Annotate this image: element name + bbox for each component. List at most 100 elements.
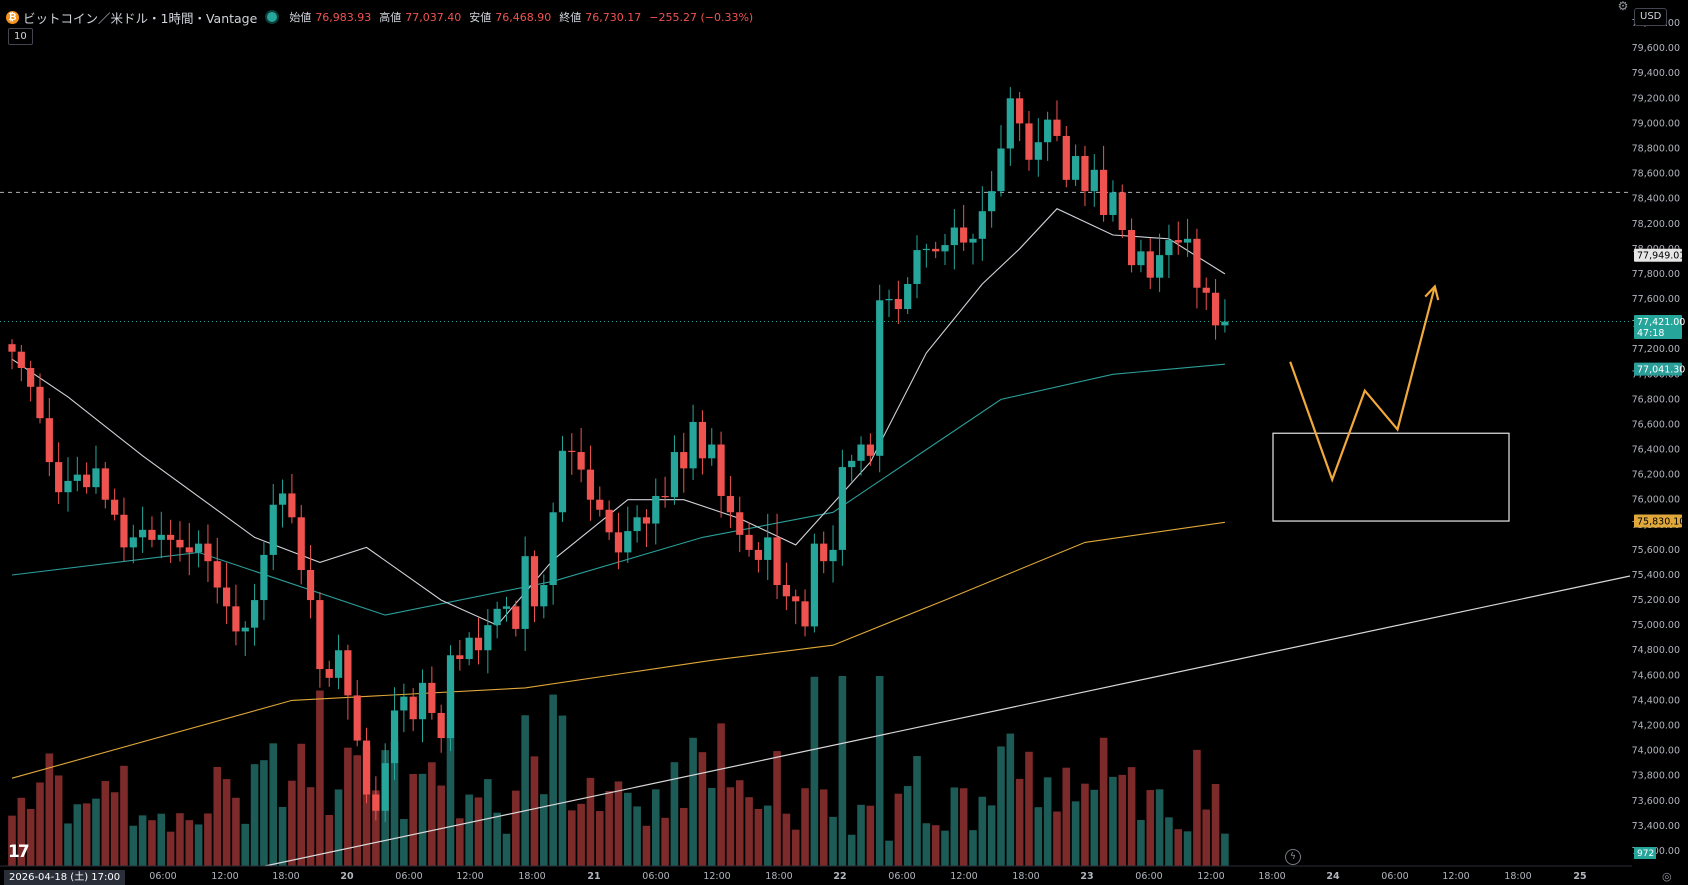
volume-bar (866, 805, 875, 866)
volume-bar (241, 823, 250, 866)
y-tick-label: 79,000.00 (1632, 118, 1680, 129)
volume-bar (586, 777, 595, 866)
volume-bar (540, 794, 548, 866)
x-tick-label: 22 (833, 871, 846, 882)
candle (213, 537, 221, 604)
x-tick-label: 06:00 (149, 871, 176, 882)
y-tick-label: 74,400.00 (1632, 695, 1680, 706)
candle (1053, 100, 1061, 142)
volume-bar (549, 694, 557, 866)
candle (1183, 218, 1192, 257)
forecast-arrowhead (1424, 284, 1440, 301)
volume-bar (36, 782, 44, 866)
volume-bar (73, 804, 82, 866)
volume-bar (8, 815, 16, 866)
candle (838, 449, 846, 566)
change-value: −255.27 (−0.33%) (649, 10, 754, 24)
volume-bar (847, 834, 856, 866)
candle (101, 461, 109, 509)
candle (540, 574, 548, 619)
candle (400, 683, 408, 733)
forecast-arrow-path[interactable] (1289, 286, 1436, 483)
candle (250, 583, 259, 646)
candle (8, 339, 16, 370)
volume-bar (670, 762, 679, 866)
volume-bar (1053, 811, 1061, 866)
candle (92, 445, 100, 494)
candle (978, 186, 986, 261)
volume-bar (176, 813, 184, 866)
candle (176, 521, 184, 562)
volume-bar (894, 793, 903, 866)
candle (157, 511, 165, 559)
candle (1146, 238, 1154, 289)
volume-bar (707, 787, 716, 866)
candle (428, 666, 436, 720)
volume-bar (222, 779, 231, 866)
x-tick-label: 12:00 (1197, 871, 1224, 882)
volume-bar (1165, 817, 1173, 866)
volume-bar (922, 823, 931, 866)
x-tick-label: 20 (340, 871, 354, 882)
volume-bar (568, 810, 576, 866)
volume-bar (390, 741, 399, 866)
y-tick-label: 75,400.00 (1632, 570, 1680, 581)
x-tick-label: 12:00 (950, 871, 977, 882)
candle (932, 241, 940, 259)
lightning-icon[interactable]: ϟ (1285, 849, 1301, 865)
candle (857, 436, 865, 476)
y-tick-label: 76,600.00 (1632, 419, 1680, 430)
x-tick-label: 18:00 (1504, 871, 1531, 882)
candle (1025, 110, 1033, 171)
high-label: 高値 (379, 11, 402, 24)
volume-bar (446, 692, 455, 866)
price-axis[interactable] (1632, 0, 1688, 885)
symbol-title[interactable]: ビットコイン／米ドル・1時間・Vantage (23, 10, 258, 26)
volume-bar (213, 766, 222, 866)
candle (55, 442, 63, 504)
support-zone-box[interactable] (1272, 432, 1510, 522)
volume-bar (428, 762, 436, 866)
settings-icon[interactable]: ◎ (1662, 870, 1672, 883)
volume-indicator-badge[interactable]: 10 (8, 28, 33, 45)
candle (680, 432, 688, 493)
y-tick-label: 76,000.00 (1632, 495, 1680, 506)
candle (195, 530, 203, 568)
volume-bar (1015, 778, 1024, 866)
candle (997, 125, 1005, 197)
candle (782, 562, 790, 611)
currency-badge[interactable]: USD (1634, 8, 1668, 26)
volume-bar (754, 808, 763, 866)
candle (614, 512, 623, 570)
y-tick-label: 76,400.00 (1632, 445, 1680, 456)
candle (260, 542, 268, 621)
candle (353, 680, 361, 747)
svg-text:77,421.00: 77,421.00 (1637, 317, 1685, 328)
candle (185, 522, 193, 576)
trend-line[interactable] (264, 575, 1631, 867)
candle (1034, 118, 1042, 177)
candle (988, 171, 996, 228)
candle (1118, 184, 1126, 238)
candle (306, 545, 315, 619)
x-tick-label: 06:00 (888, 871, 915, 882)
y-tick-label: 79,600.00 (1632, 43, 1680, 54)
volume-bar (1211, 784, 1220, 866)
volume-bar (903, 786, 912, 866)
candle (820, 531, 828, 574)
volume-bar (810, 676, 819, 866)
volume-bar (250, 764, 259, 866)
volume-bar (54, 775, 63, 866)
candle (810, 533, 818, 633)
candle (334, 634, 343, 690)
volume-bar (437, 785, 445, 866)
tradingview-logo[interactable]: 17 (8, 842, 30, 862)
volume-bar (110, 792, 119, 866)
volume-bar (941, 830, 949, 866)
volume-bar (623, 792, 632, 866)
x-tick-label: 06:00 (1135, 871, 1162, 882)
volume-bar (362, 746, 371, 866)
gear-icon[interactable]: ⚙ (1617, 0, 1629, 13)
